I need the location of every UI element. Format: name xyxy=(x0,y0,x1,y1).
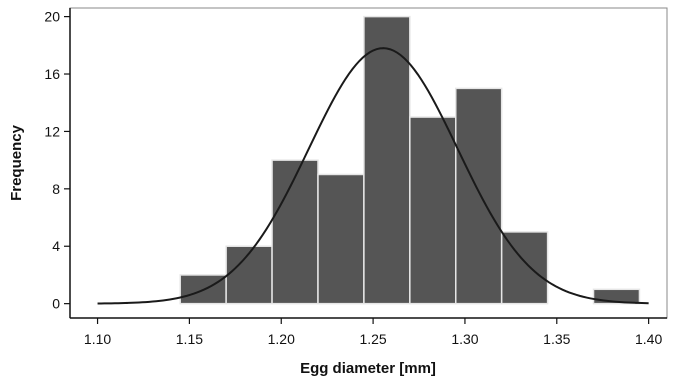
y-tick-label: 20 xyxy=(44,9,60,25)
y-tick-label: 0 xyxy=(52,296,60,312)
x-tick-label: 1.35 xyxy=(543,331,570,347)
y-axis-title: Frequency xyxy=(8,124,25,201)
x-tick-label: 1.10 xyxy=(84,331,111,347)
x-tick-label: 1.30 xyxy=(451,331,478,347)
y-tick-label: 12 xyxy=(44,123,60,139)
normal-fit-curve xyxy=(97,47,649,305)
x-tick-label: 1.15 xyxy=(176,331,203,347)
histogram-bar xyxy=(455,87,503,305)
histogram-bar xyxy=(409,116,457,305)
histogram-bar xyxy=(225,245,273,305)
histogram-bars xyxy=(179,15,641,305)
histogram-bar xyxy=(317,173,365,305)
histogram-bar xyxy=(363,15,411,305)
x-tick-label: 1.20 xyxy=(268,331,295,347)
axes: 0 4 8 12 16 20 1.10 1.15 1.20 1.25 1.30 1.35 1.40 xyxy=(44,8,667,347)
x-axis-title: Egg diameter [mm] xyxy=(300,360,436,377)
x-tick-label: 1.40 xyxy=(635,331,662,347)
y-tick-label: 8 xyxy=(52,181,60,197)
x-tick-label: 1.25 xyxy=(359,331,386,347)
y-tick-label: 4 xyxy=(52,238,60,254)
histogram-bar xyxy=(271,159,319,305)
y-tick-label: 16 xyxy=(44,66,60,82)
